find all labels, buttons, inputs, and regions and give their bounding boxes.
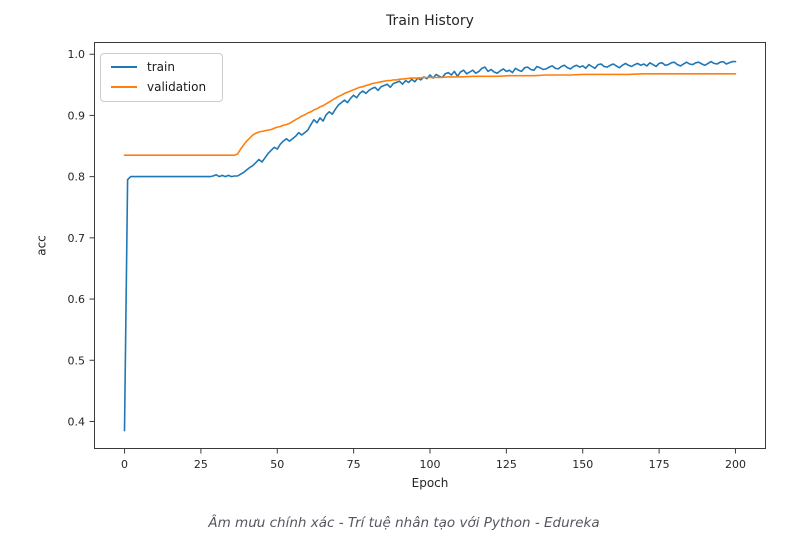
- x-tick-label: 50: [270, 458, 284, 471]
- legend-line-swatch-validation: [111, 86, 137, 88]
- plot-frame: [94, 42, 766, 449]
- x-tick-label: 150: [572, 458, 593, 471]
- y-tick-label: 0.5: [68, 354, 86, 367]
- y-axis-label: acc: [34, 235, 49, 256]
- legend-label-validation: validation: [147, 80, 207, 94]
- y-tick-label: 0.9: [68, 109, 86, 122]
- x-tick-label: 200: [725, 458, 746, 471]
- legend-item-validation: validation: [111, 80, 206, 94]
- legend-line-swatch-train: [111, 66, 137, 68]
- chart-title: Train History: [386, 13, 474, 29]
- x-tick-label: 25: [194, 458, 208, 471]
- legend-item-train: train: [111, 60, 206, 74]
- x-tick-label: 0: [121, 458, 128, 471]
- y-tick-label: 0.6: [68, 293, 86, 306]
- x-axis-label: Epoch: [411, 476, 449, 490]
- y-tick-label: 1.0: [68, 48, 86, 61]
- y-tick-label: 0.8: [68, 171, 86, 184]
- plot-area: 0 25 50 75 100 125 150 175 200 0.4 0.5 0.6 0.7 0.8 0.9…: [68, 42, 766, 471]
- image-caption: Âm mưu chính xác - Trí tuệ nhân tạo với …: [208, 515, 600, 531]
- legend-label-train: train: [147, 60, 175, 74]
- series-line-train: [123, 60, 737, 432]
- legend: train validation: [100, 53, 224, 102]
- x-tick-label: 100: [420, 458, 441, 471]
- x-tick-label: 175: [649, 458, 670, 471]
- y-tick-label: 0.7: [68, 232, 86, 245]
- x-tick-label: 125: [496, 458, 517, 471]
- series-line-validation: [123, 72, 737, 156]
- y-tick-label: 0.4: [68, 415, 86, 428]
- x-tick-label: 75: [347, 458, 361, 471]
